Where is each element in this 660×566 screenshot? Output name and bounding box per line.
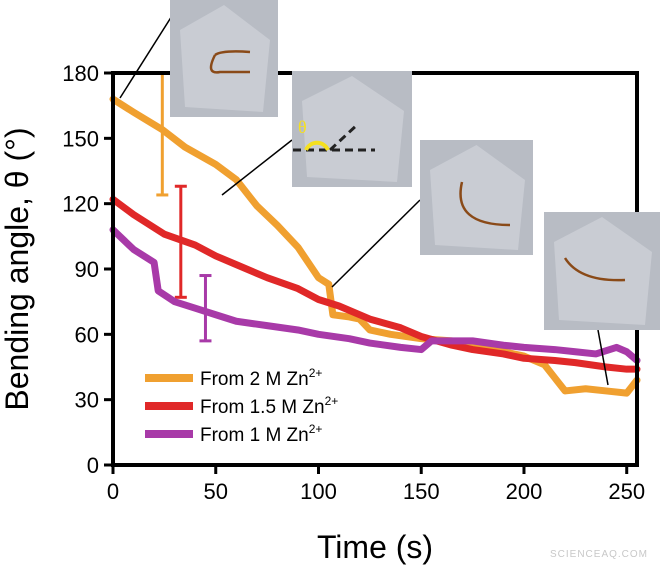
inset-photo-sheet-0 <box>180 5 270 112</box>
inset-fiber-3 <box>563 257 626 282</box>
y-axis-label: Bending angle, θ (°) <box>0 127 35 410</box>
legend-label-1: From 1.5 M Zn2+ <box>200 394 338 418</box>
x-tick-label-1: 50 <box>204 479 228 504</box>
inset-pointer-line-3 <box>597 329 609 386</box>
watermark: SCIENCEAQ.COM <box>549 549 648 560</box>
x-tick-label-3: 150 <box>403 479 440 504</box>
inset-fiber-0 <box>209 50 251 74</box>
x-tick-label-0: 0 <box>107 479 119 504</box>
legend-superscript: 2+ <box>309 366 323 380</box>
theta-label: θ <box>298 117 307 137</box>
y-tick-label-5: 150 <box>62 126 99 151</box>
y-tick-label-3: 90 <box>75 257 99 282</box>
inset-pointer-line-1 <box>221 139 293 196</box>
x-axis-label: Time (s) <box>317 529 433 565</box>
series-line-2 <box>109 226 641 364</box>
series-line-0 <box>109 95 641 397</box>
x-tick-label-4: 200 <box>506 479 543 504</box>
y-tick-label-0: 0 <box>87 453 99 478</box>
y-tick-label-2: 60 <box>75 322 99 347</box>
inset-fiber-2 <box>459 181 511 227</box>
inset-photo-sheet-3 <box>554 217 652 325</box>
legend-superscript: 2+ <box>325 394 339 408</box>
inset-pointer-line-2 <box>331 199 421 288</box>
legend-superscript: 2+ <box>309 422 323 436</box>
y-tick-label-4: 120 <box>62 192 99 217</box>
theta-arc <box>304 140 330 151</box>
inset-angle-arm-dashed <box>328 122 360 152</box>
y-tick-label-6: 180 <box>62 61 99 86</box>
series-line-1 <box>109 195 641 373</box>
x-tick-label-5: 250 <box>608 479 645 504</box>
x-tick-label-2: 100 <box>300 479 337 504</box>
legend-label-2: From 1 M Zn2+ <box>200 422 322 446</box>
y-tick-label-1: 30 <box>75 388 99 413</box>
legend-label-0: From 2 M Zn2+ <box>200 366 322 390</box>
